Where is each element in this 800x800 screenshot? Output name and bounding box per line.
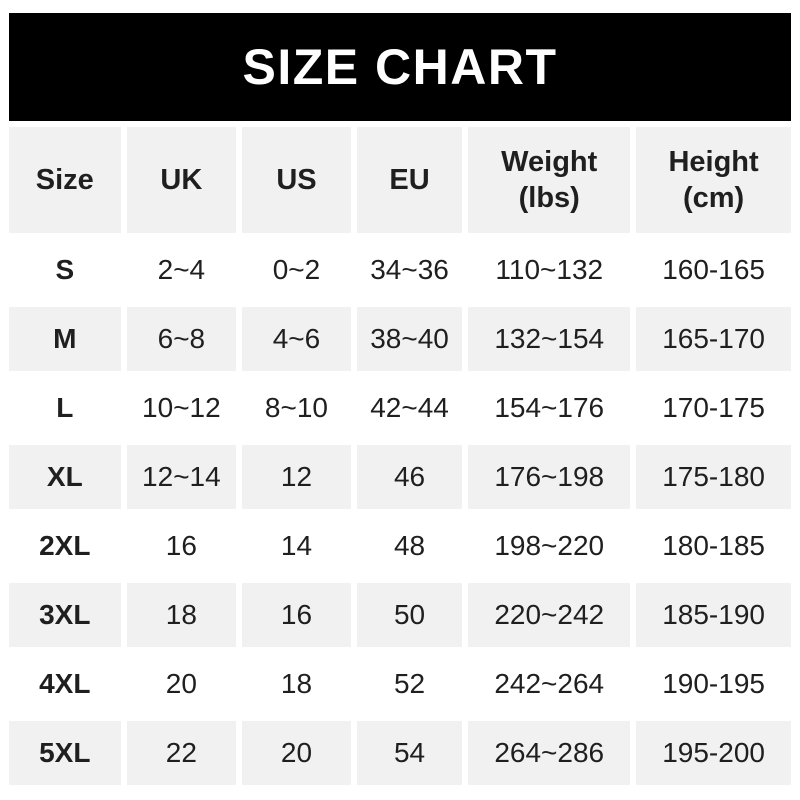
height-cell: 190-195: [636, 652, 791, 716]
size-cell: M: [9, 307, 121, 371]
eu-cell: 52: [356, 652, 463, 716]
size-cell: 3XL: [9, 583, 121, 647]
weight-cell: 154~176: [468, 376, 631, 440]
weight-cell: 220~242: [468, 583, 631, 647]
uk-cell: 2~4: [126, 238, 237, 302]
column-header-uk: UK: [126, 127, 237, 233]
height-cell: 195-200: [636, 721, 791, 785]
us-cell: 18: [242, 652, 351, 716]
eu-cell: 50: [356, 583, 463, 647]
weight-cell: 132~154: [468, 307, 631, 371]
column-header-weight: Weight (lbs): [468, 127, 631, 233]
us-cell: 16: [242, 583, 351, 647]
banner: SIZE CHART: [9, 13, 791, 121]
eu-cell: 46: [356, 445, 463, 509]
column-header-us: US: [242, 127, 351, 233]
size-table: Size UK US EU Weight (lbs) Height (cm) S…: [9, 127, 791, 785]
table-header-row: Size UK US EU Weight (lbs) Height (cm): [9, 127, 791, 233]
table-row-4xl: 4XL 20 18 52 242~264 190-195: [9, 652, 791, 716]
us-cell: 20: [242, 721, 351, 785]
table-row-3xl: 3XL 18 16 50 220~242 185-190: [9, 583, 791, 647]
eu-cell: 34~36: [356, 238, 463, 302]
weight-cell: 264~286: [468, 721, 631, 785]
uk-cell: 10~12: [126, 376, 237, 440]
eu-cell: 48: [356, 514, 463, 578]
weight-cell: 176~198: [468, 445, 631, 509]
eu-cell: 54: [356, 721, 463, 785]
us-cell: 0~2: [242, 238, 351, 302]
weight-cell: 198~220: [468, 514, 631, 578]
uk-cell: 22: [126, 721, 237, 785]
column-header-height: Height (cm): [636, 127, 791, 233]
uk-cell: 18: [126, 583, 237, 647]
table-row-2xl: 2XL 16 14 48 198~220 180-185: [9, 514, 791, 578]
uk-cell: 12~14: [126, 445, 237, 509]
uk-cell: 20: [126, 652, 237, 716]
size-cell: S: [9, 238, 121, 302]
height-cell: 170-175: [636, 376, 791, 440]
weight-cell: 110~132: [468, 238, 631, 302]
height-cell: 165-170: [636, 307, 791, 371]
column-header-size: Size: [9, 127, 121, 233]
uk-cell: 16: [126, 514, 237, 578]
us-cell: 12: [242, 445, 351, 509]
height-cell: 160-165: [636, 238, 791, 302]
size-cell: 5XL: [9, 721, 121, 785]
size-cell: 4XL: [9, 652, 121, 716]
eu-cell: 38~40: [356, 307, 463, 371]
us-cell: 14: [242, 514, 351, 578]
height-cell: 175-180: [636, 445, 791, 509]
size-cell: XL: [9, 445, 121, 509]
size-cell: L: [9, 376, 121, 440]
table-row-5xl: 5XL 22 20 54 264~286 195-200: [9, 721, 791, 785]
page-title: SIZE CHART: [242, 39, 558, 95]
table-row-m: M 6~8 4~6 38~40 132~154 165-170: [9, 307, 791, 371]
size-cell: 2XL: [9, 514, 121, 578]
height-cell: 185-190: [636, 583, 791, 647]
table-row-l: L 10~12 8~10 42~44 154~176 170-175: [9, 376, 791, 440]
height-cell: 180-185: [636, 514, 791, 578]
column-header-eu: EU: [356, 127, 463, 233]
us-cell: 8~10: [242, 376, 351, 440]
us-cell: 4~6: [242, 307, 351, 371]
weight-cell: 242~264: [468, 652, 631, 716]
uk-cell: 6~8: [126, 307, 237, 371]
eu-cell: 42~44: [356, 376, 463, 440]
table-row-xl: XL 12~14 12 46 176~198 175-180: [9, 445, 791, 509]
table-row-s: S 2~4 0~2 34~36 110~132 160-165: [9, 238, 791, 302]
